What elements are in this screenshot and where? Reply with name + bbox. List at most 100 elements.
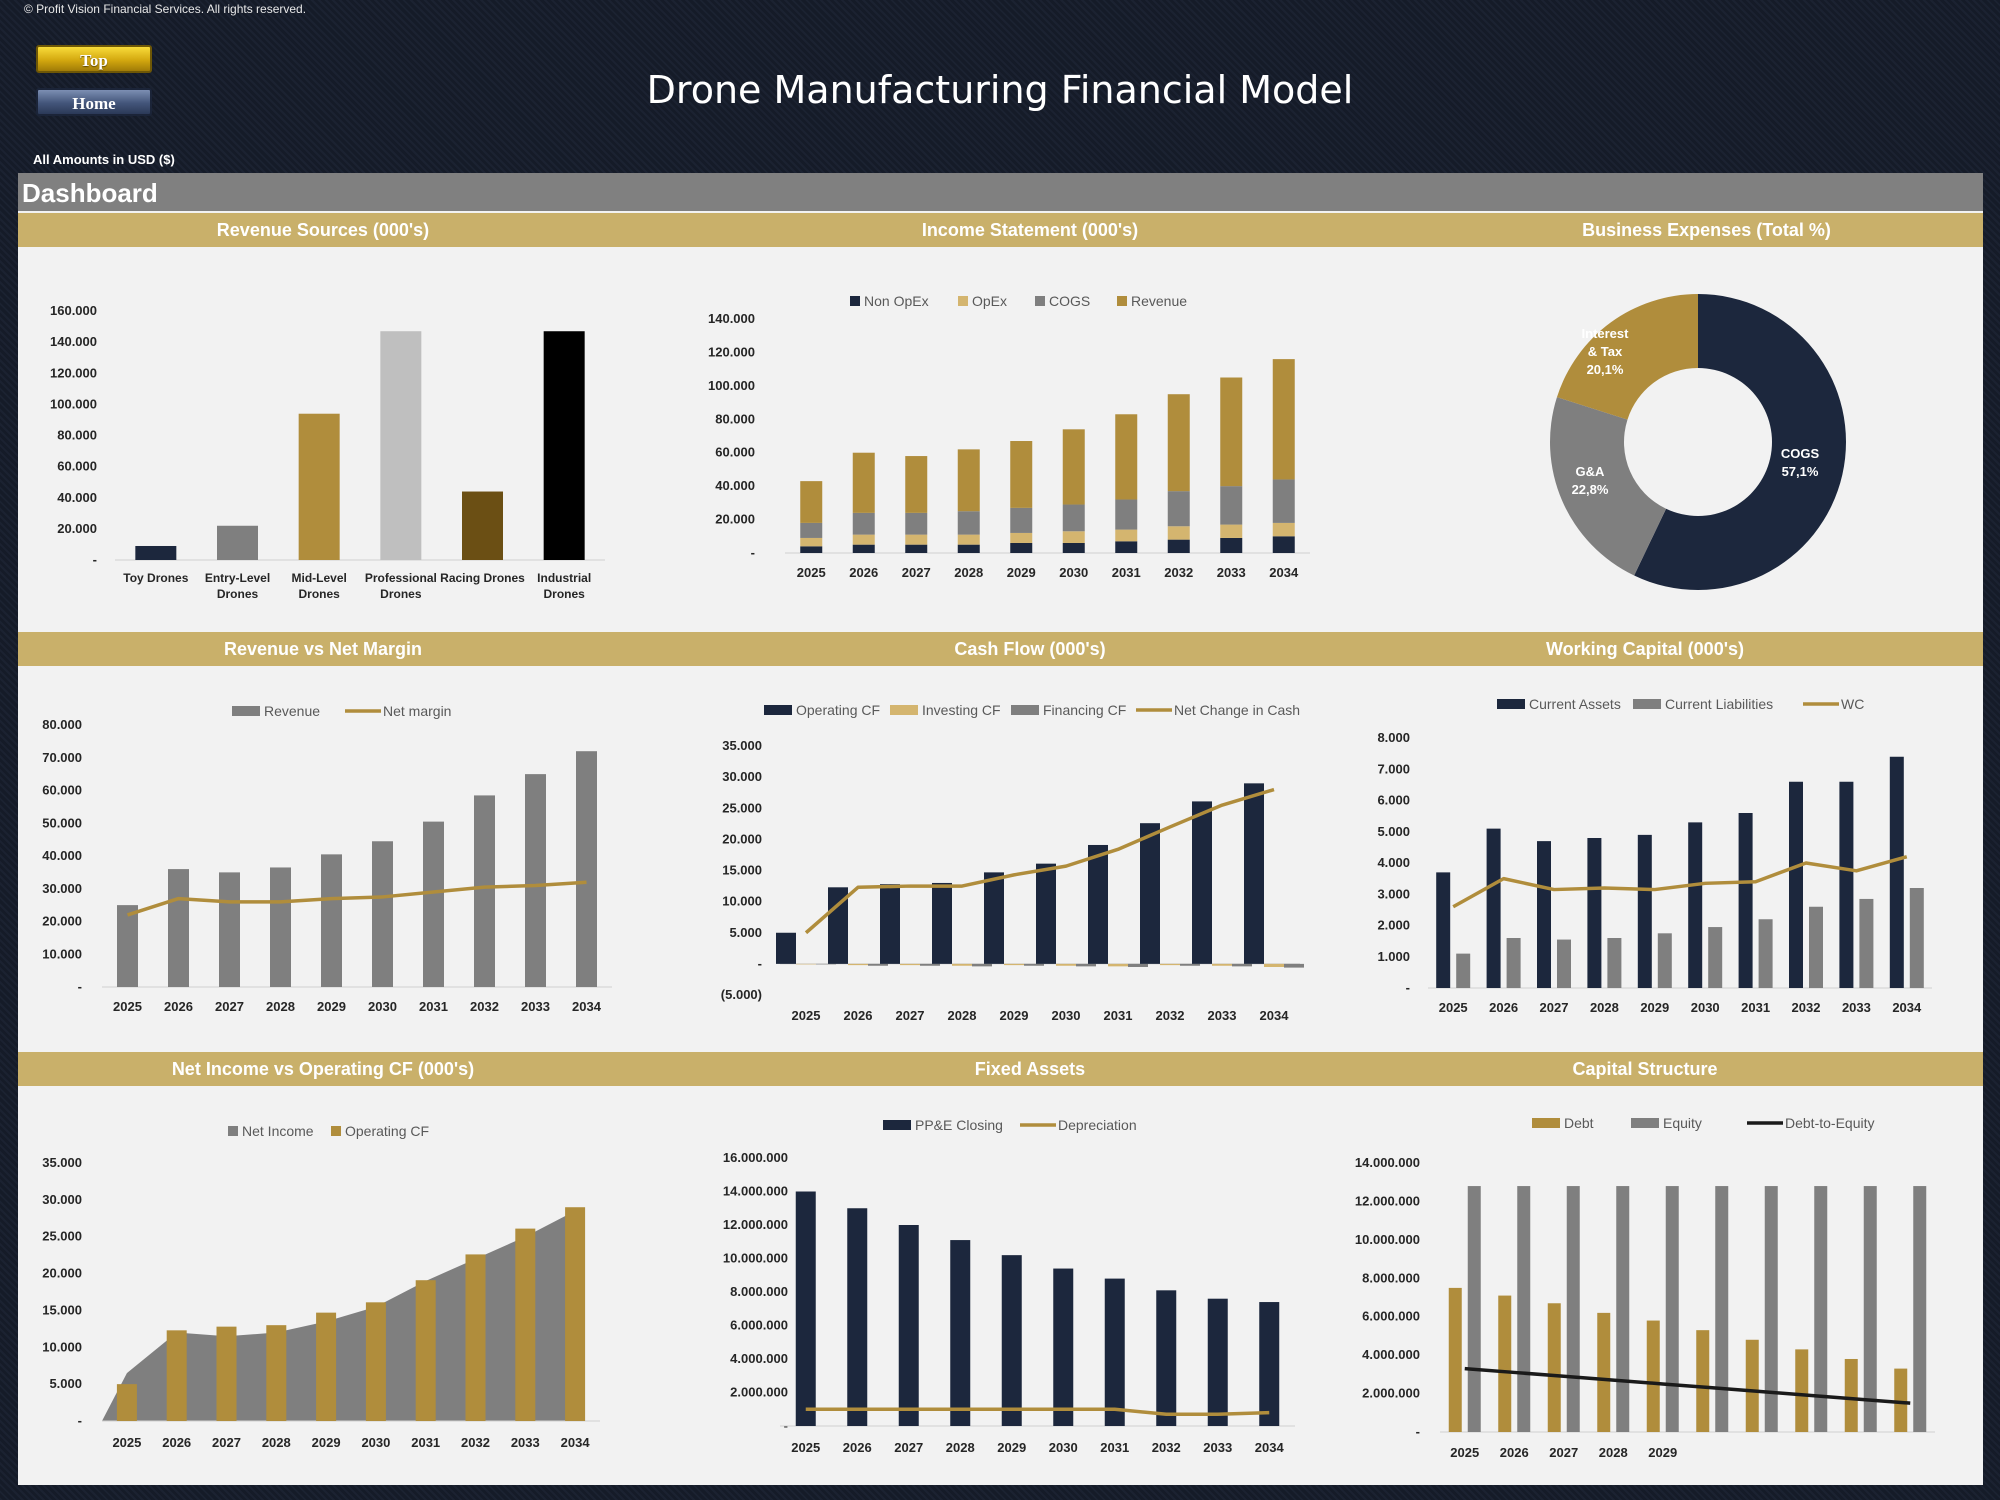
working-capital-bar: [1637, 834, 1652, 988]
cash-flow-legend-label: Financing CF: [1043, 702, 1126, 718]
revenue-vs-net-margin-title: Revenue vs Net Margin: [223, 639, 423, 659]
fixed-assets-x-label: 2033: [1203, 1440, 1232, 1455]
income-statement-bar-segment: [957, 544, 980, 553]
net-income-vs-operating-cf-ytick-label: 5.000: [49, 1376, 82, 1391]
cash-flow-x-label: 2030: [1052, 1008, 1081, 1023]
cash-flow-bar: [984, 872, 1004, 964]
net-income-vs-operating-cf-legend-swatch: [331, 1126, 341, 1136]
cash-flow-bar: [1232, 963, 1252, 967]
cash-flow-x-label: 2031: [1104, 1008, 1133, 1023]
fixed-assets-x-label: 2029: [997, 1440, 1026, 1455]
capital-structure-ytick-label: 2.000.000: [1362, 1386, 1420, 1401]
income-statement-x-label: 2026: [849, 565, 878, 580]
working-capital-bar: [1889, 756, 1904, 988]
cash-flow-x-label: 2025: [792, 1008, 821, 1023]
revenue-vs-net-margin-ytick-label: 70.000: [42, 750, 82, 765]
income-statement-x-label: 2025: [797, 565, 826, 580]
revenue-sources-x-label: Industrial: [537, 571, 591, 585]
cash-flow-bar: [972, 963, 992, 967]
capital-structure-bar: [1745, 1339, 1759, 1432]
working-capital-ytick-label: 8.000: [1377, 730, 1410, 745]
income-statement-bar-segment: [800, 546, 823, 553]
income-statement-bar-segment: [1115, 529, 1138, 542]
revenue-vs-net-margin-ytick-label: 10.000: [42, 946, 82, 961]
capital-structure-bar: [1597, 1312, 1611, 1432]
cash-flow-bar: [880, 884, 900, 964]
capital-structure-legend-swatch: [1532, 1118, 1560, 1128]
working-capital-bar: [1859, 898, 1874, 988]
income-statement-bar-segment: [1167, 539, 1190, 553]
working-capital-bar: [1839, 781, 1854, 988]
cash-flow-bar: [952, 963, 972, 966]
cash-flow-x-label: 2033: [1208, 1008, 1237, 1023]
income-statement-ytick-label: 100.000: [708, 378, 755, 393]
capital-structure-bar: [1517, 1186, 1531, 1432]
fixed-assets-bar: [795, 1191, 816, 1426]
fixed-assets-bar: [1053, 1268, 1074, 1426]
income-statement-bar-segment: [957, 511, 980, 535]
home-button[interactable]: Home: [36, 88, 152, 116]
cash-flow-x-label: 2032: [1156, 1008, 1185, 1023]
capital-structure-legend-label: Debt-to-Equity: [1785, 1115, 1874, 1131]
business-expenses-slice-label: 20,1%: [1587, 362, 1624, 377]
fixed-assets-x-label: 2027: [894, 1440, 923, 1455]
working-capital-bar: [1909, 888, 1924, 988]
capital-structure-bar: [1448, 1287, 1462, 1432]
working-capital-ytick-label: -: [1406, 980, 1410, 995]
income-statement-ytick-label: 20.000: [715, 512, 755, 527]
working-capital-bar: [1607, 938, 1622, 988]
revenue-sources-ytick-label: 20.000: [57, 521, 97, 536]
revenue-sources-x-label: Drones: [543, 587, 585, 601]
working-capital-legend-label: Current Assets: [1529, 696, 1621, 712]
income-statement-ytick-label: 120.000: [708, 344, 755, 359]
capital-structure-line: [1464, 1366, 1911, 1405]
cash-flow-ytick-label: 5.000: [729, 925, 762, 940]
income-statement-bar-segment: [1010, 542, 1033, 553]
revenue-vs-net-margin-x-label: 2028: [266, 999, 295, 1014]
revenue-vs-net-margin-bar: [270, 867, 291, 987]
fixed-assets-ytick-label: 10.000.000: [723, 1251, 788, 1266]
business-expenses-slice: [1550, 397, 1667, 576]
capital-structure-ytick-label: 12.000.000: [1355, 1193, 1420, 1208]
working-capital-x-label: 2032: [1792, 1000, 1821, 1015]
income-statement-x-label: 2030: [1059, 565, 1088, 580]
revenue-vs-net-margin-x-label: 2031: [419, 999, 448, 1014]
capital-structure-title: Capital Structure: [1572, 1059, 1718, 1079]
net-income-vs-operating-cf-title: Net Income vs Operating CF (000's): [171, 1059, 475, 1079]
fixed-assets-bar: [1156, 1290, 1177, 1426]
income-statement-legend-label: COGS: [1049, 293, 1090, 309]
capital-structure-bar: [1616, 1186, 1630, 1432]
income-statement-bar-segment: [1272, 522, 1295, 537]
business-expenses-slice: [1556, 294, 1698, 420]
fixed-assets-x-label: 2025: [791, 1440, 820, 1455]
fixed-assets-x-label: 2026: [843, 1440, 872, 1455]
capital-structure-x-label: 2029: [1648, 1445, 1677, 1460]
cash-flow-legend-swatch: [890, 705, 918, 715]
fixed-assets-bar: [950, 1240, 971, 1426]
income-statement-bar-segment: [1167, 526, 1190, 540]
capital-structure-ytick-label: 8.000.000: [1362, 1270, 1420, 1285]
income-statement-title: Income Statement (000's): [921, 220, 1139, 240]
revenue-vs-net-margin-ytick-label: 60.000: [42, 783, 82, 798]
top-button[interactable]: Top: [36, 45, 152, 73]
cash-flow-ytick-label: 20.000: [722, 831, 762, 846]
income-statement-bar-segment: [1220, 524, 1243, 538]
net-income-vs-operating-cf-x-label: 2032: [461, 1435, 490, 1450]
net-income-vs-operating-cf-bar: [515, 1228, 536, 1421]
revenue-vs-net-margin-bar: [576, 751, 597, 987]
revenue-sources-bar: [380, 331, 422, 560]
cash-flow-bar: [1192, 801, 1212, 964]
revenue-sources-x-label: Drones: [380, 587, 422, 601]
revenue-vs-net-margin-line: [126, 880, 587, 917]
net-income-vs-operating-cf-bar: [216, 1326, 237, 1421]
cash-flow-bar: [900, 963, 920, 966]
capital-structure-bar: [1498, 1295, 1512, 1432]
fixed-assets-bar: [898, 1225, 919, 1426]
revenue-vs-net-margin-bar: [219, 872, 240, 987]
net-income-vs-operating-cf-x-label: 2031: [411, 1435, 440, 1450]
revenue-vs-net-margin-x-label: 2026: [164, 999, 193, 1014]
income-statement-legend-swatch: [850, 296, 860, 306]
capital-structure-ytick-label: 14.000.000: [1355, 1155, 1420, 1170]
revenue-sources-bar: [462, 491, 503, 560]
